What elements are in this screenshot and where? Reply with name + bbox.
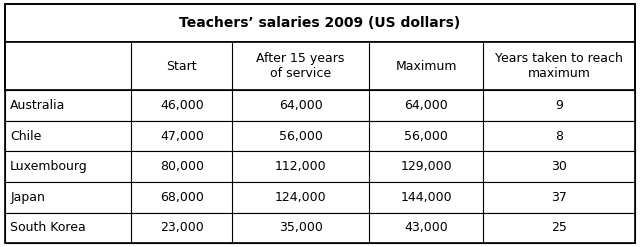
Text: 129,000: 129,000	[400, 160, 452, 173]
Text: Years taken to reach
maximum: Years taken to reach maximum	[495, 52, 623, 80]
Text: 23,000: 23,000	[160, 222, 204, 234]
Text: Chile: Chile	[10, 130, 42, 143]
Text: 56,000: 56,000	[404, 130, 448, 143]
Text: 35,000: 35,000	[278, 222, 323, 234]
Text: Luxembourg: Luxembourg	[10, 160, 88, 173]
Text: 8: 8	[555, 130, 563, 143]
Text: 46,000: 46,000	[160, 99, 204, 112]
Text: 30: 30	[551, 160, 567, 173]
Text: 64,000: 64,000	[278, 99, 323, 112]
Text: 68,000: 68,000	[160, 191, 204, 204]
Text: Start: Start	[166, 60, 197, 73]
Text: 124,000: 124,000	[275, 191, 326, 204]
Text: 9: 9	[556, 99, 563, 112]
Text: 112,000: 112,000	[275, 160, 326, 173]
Text: South Korea: South Korea	[10, 222, 86, 234]
Text: Maximum: Maximum	[396, 60, 457, 73]
Text: 64,000: 64,000	[404, 99, 448, 112]
Text: 47,000: 47,000	[160, 130, 204, 143]
Text: Australia: Australia	[10, 99, 66, 112]
Text: Teachers’ salaries 2009 (US dollars): Teachers’ salaries 2009 (US dollars)	[179, 16, 461, 30]
Text: After 15 years
of service: After 15 years of service	[257, 52, 345, 80]
Text: 80,000: 80,000	[160, 160, 204, 173]
Text: 37: 37	[551, 191, 567, 204]
Text: 43,000: 43,000	[404, 222, 448, 234]
Text: 25: 25	[551, 222, 567, 234]
Text: 56,000: 56,000	[278, 130, 323, 143]
Text: 144,000: 144,000	[400, 191, 452, 204]
Text: Japan: Japan	[10, 191, 45, 204]
